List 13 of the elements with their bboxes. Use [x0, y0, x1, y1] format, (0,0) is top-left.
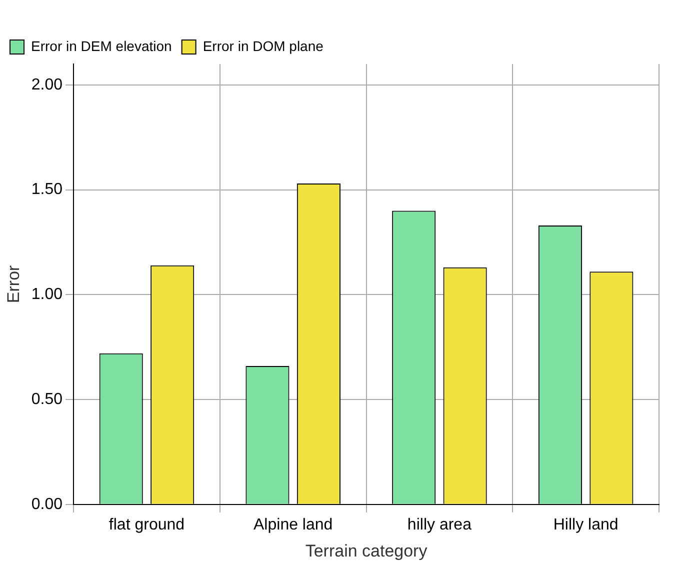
y-tick-label: 0.00 — [31, 496, 63, 513]
y-tick-label: 2.00 — [31, 76, 63, 94]
legend-label: Error in DOM plane — [202, 38, 324, 54]
x-tick-label: flat ground — [108, 516, 185, 534]
x-axis-title: Terrain category — [305, 541, 428, 560]
y-tick-label: 1.50 — [31, 181, 63, 198]
y-axis-title: Error — [4, 264, 23, 304]
y-tick-label: 1.00 — [31, 286, 63, 304]
y-tick-label: 0.50 — [31, 390, 63, 408]
x-tick-label: Alpine land — [254, 516, 333, 534]
x-tick-label: hilly area — [407, 516, 472, 534]
x-tick-label: Hilly land — [553, 516, 618, 534]
legend-label: Error in DEM elevation — [31, 38, 172, 54]
